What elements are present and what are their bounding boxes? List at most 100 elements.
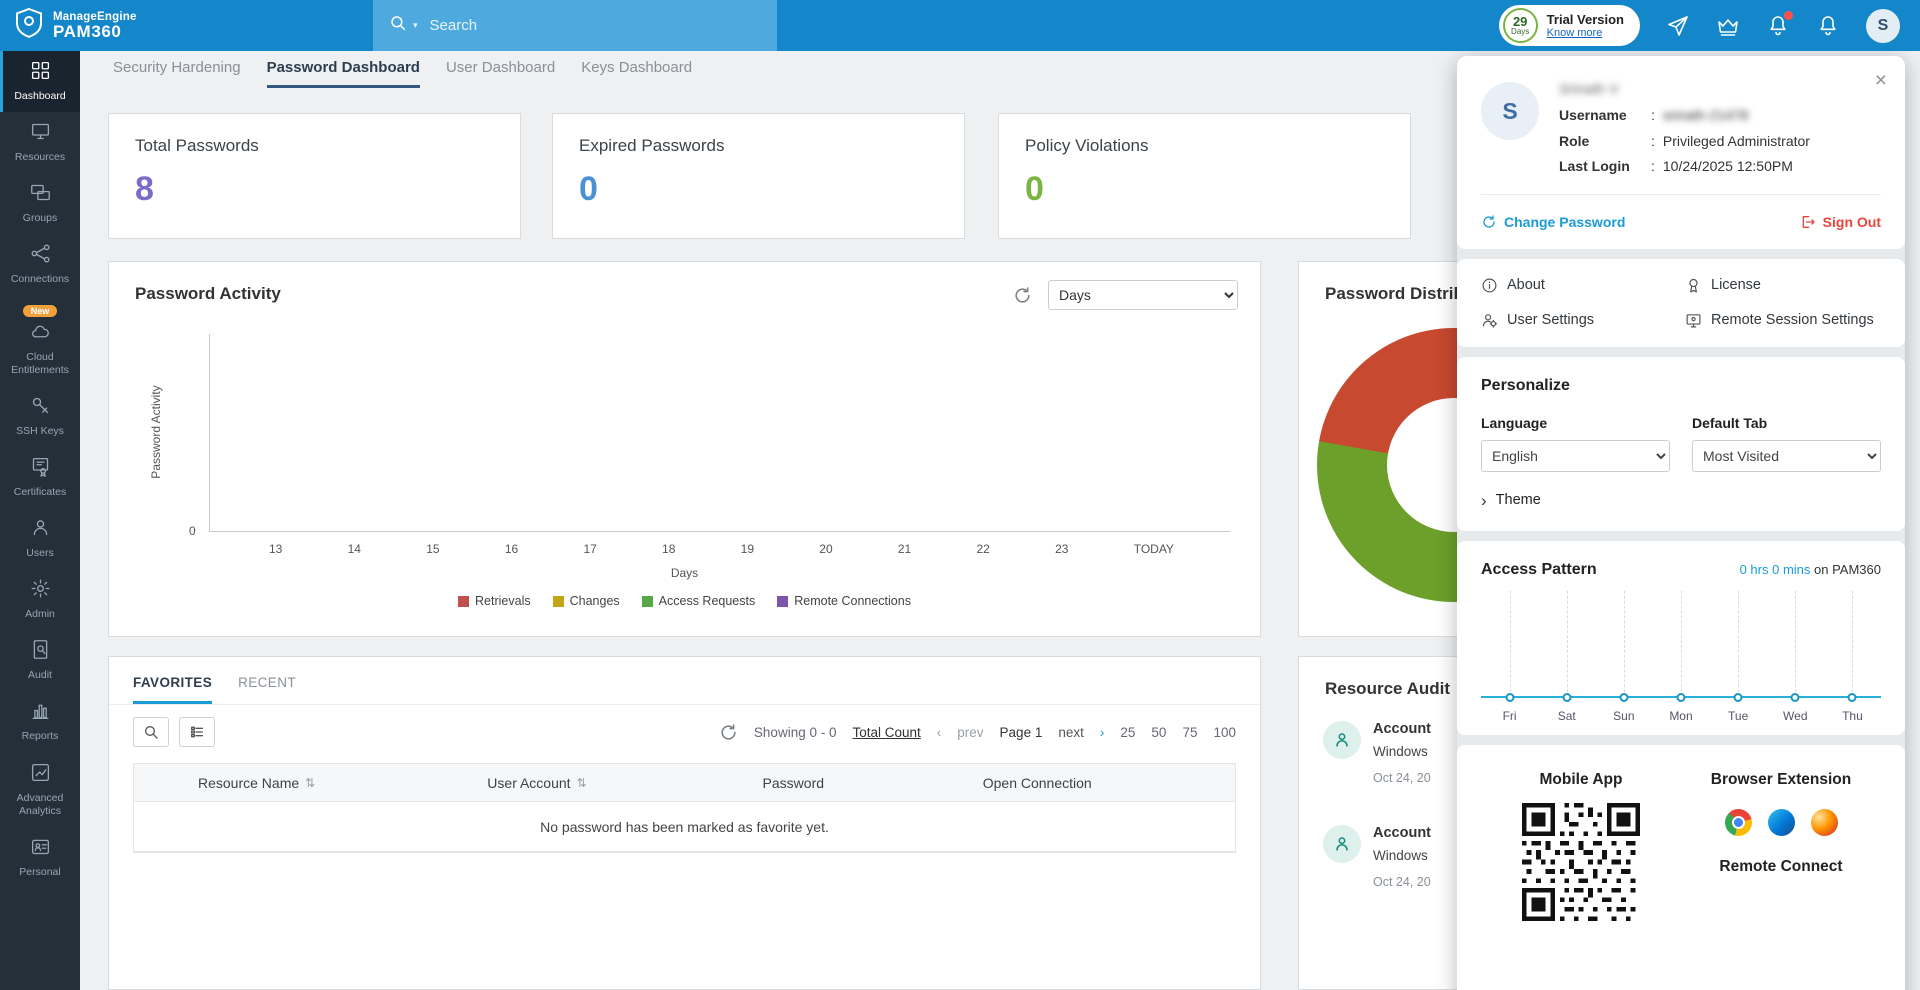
sidebar-item-admin[interactable]: Admin xyxy=(0,569,80,630)
data-point[interactable] xyxy=(1847,692,1857,702)
change-password-link[interactable]: Change Password xyxy=(1481,214,1625,230)
stat-value[interactable]: 0 xyxy=(579,170,598,208)
whats-new-icon[interactable] xyxy=(1716,14,1740,38)
column-header-resource-name[interactable]: Resource Name ⇅ xyxy=(198,774,316,791)
column-chooser-button[interactable] xyxy=(179,717,215,747)
trial-days-word: Days xyxy=(1511,27,1530,36)
tab-keys-dashboard[interactable]: Keys Dashboard xyxy=(581,59,693,76)
column-header-password: Password xyxy=(762,774,825,791)
chevron-left-icon[interactable]: ‹ xyxy=(936,724,942,740)
audit-list-item[interactable]: Account Windows Oct 24, 20 xyxy=(1323,721,1875,785)
prev-page-button[interactable]: prev xyxy=(957,724,984,740)
know-more-link[interactable]: Know more xyxy=(1546,27,1603,40)
default-tab-label: Default Tab xyxy=(1692,414,1768,431)
tab-password-dashboard[interactable]: Password Dashboard xyxy=(266,59,420,88)
data-point[interactable] xyxy=(1619,692,1629,702)
audit-list-item[interactable]: Account Windows Oct 24, 20 xyxy=(1323,825,1875,889)
user-settings-menu-item[interactable]: User Settings xyxy=(1481,312,1677,329)
legend-changes[interactable]: Changes xyxy=(552,594,620,608)
sign-out-link[interactable]: Sign Out xyxy=(1800,214,1881,230)
tab-recent[interactable]: RECENT xyxy=(238,675,297,690)
sidebar-item-resources[interactable]: Resources xyxy=(0,112,80,173)
usage-duration-link[interactable]: 0 hrs 0 mins xyxy=(1739,561,1811,577)
close-icon[interactable]: × xyxy=(1874,69,1887,92)
legend-access-requests[interactable]: Access Requests xyxy=(641,594,755,608)
sidebar-item-connections[interactable]: Connections xyxy=(0,234,80,295)
sidebar-item-ssh-keys[interactable]: SSH Keys xyxy=(0,386,80,447)
sidebar-item-audit[interactable]: Audit xyxy=(0,630,80,691)
stat-value[interactable]: 0 xyxy=(1025,170,1044,208)
user-avatar[interactable]: S xyxy=(1866,8,1900,43)
trial-version-pill[interactable]: 29 Days Trial Version Know more xyxy=(1498,5,1640,46)
page-size-75[interactable]: 75 xyxy=(1182,724,1198,740)
language-select[interactable]: English xyxy=(1481,439,1670,472)
sort-icon[interactable]: ⇅ xyxy=(576,775,587,790)
refresh-icon[interactable] xyxy=(1013,286,1032,305)
page-size-100[interactable]: 100 xyxy=(1213,724,1236,740)
personal-icon xyxy=(30,836,51,862)
page-size-25[interactable]: 25 xyxy=(1120,724,1136,740)
sidebar-item-cloud-entitlements[interactable]: New Cloud Entitlements xyxy=(11,304,69,376)
topbar: ManageEngine PAM360 ▾ 29 Days Trial Vers… xyxy=(0,0,1920,51)
activity-range-select[interactable]: Days xyxy=(1048,280,1238,310)
total-count-link[interactable]: Total Count xyxy=(852,724,921,740)
data-point[interactable] xyxy=(1505,692,1515,702)
legend-swatch xyxy=(641,595,653,607)
sidebar-item-dashboard[interactable]: Dashboard xyxy=(0,51,80,113)
theme-expander[interactable]: › Theme xyxy=(1481,490,1541,510)
ssh-keys-icon xyxy=(30,395,51,421)
legend-remote-connections[interactable]: Remote Connections xyxy=(777,594,911,608)
sidebar: Dashboard Resources Groups Connections N… xyxy=(0,51,80,990)
column-header-user-account[interactable]: User Account ⇅ xyxy=(487,774,587,791)
cloud-icon xyxy=(30,321,51,347)
data-point[interactable] xyxy=(1790,692,1800,702)
sidebar-item-personal[interactable]: Personal xyxy=(0,827,80,888)
firefox-icon[interactable] xyxy=(1810,808,1838,836)
groups-icon xyxy=(30,182,51,208)
stat-card-policy-violations: Policy Violations 0 xyxy=(998,113,1411,239)
activity-plot-area xyxy=(209,334,1230,532)
table-search-button[interactable] xyxy=(133,717,169,747)
stat-value[interactable]: 8 xyxy=(135,170,154,208)
default-tab-select[interactable]: Most Visited xyxy=(1692,439,1881,472)
chevron-right-icon[interactable]: › xyxy=(1099,724,1105,740)
next-page-button[interactable]: next xyxy=(1058,724,1084,740)
edge-icon[interactable] xyxy=(1767,808,1795,836)
alerts-icon[interactable] xyxy=(1766,10,1793,38)
username-value: srinath-21478 xyxy=(1662,107,1749,123)
sidebar-item-certificates[interactable]: Certificates xyxy=(0,447,80,508)
about-menu-item[interactable]: About xyxy=(1481,277,1677,294)
remote-session-settings-menu-item[interactable]: Remote Session Settings xyxy=(1685,312,1881,329)
tab-security-hardening[interactable]: Security Hardening xyxy=(113,59,241,76)
password-activity-title: Password Activity xyxy=(135,284,281,303)
language-label: Language xyxy=(1481,414,1548,431)
page-size-50[interactable]: 50 xyxy=(1151,724,1167,740)
legend-retrievals[interactable]: Retrievals xyxy=(458,594,531,608)
search-icon[interactable] xyxy=(389,14,407,37)
notifications-icon[interactable] xyxy=(1816,14,1840,38)
sidebar-item-groups[interactable]: Groups xyxy=(0,173,80,234)
data-point[interactable] xyxy=(1676,692,1686,702)
sidebar-item-users[interactable]: Users xyxy=(0,508,80,569)
sort-icon[interactable]: ⇅ xyxy=(305,775,316,790)
legend-swatch xyxy=(777,595,789,607)
announcement-icon[interactable] xyxy=(1666,14,1690,38)
license-menu-item[interactable]: License xyxy=(1685,277,1881,294)
access-pattern-title: Access Pattern xyxy=(1481,560,1597,578)
tab-favorites[interactable]: FAVORITES xyxy=(133,675,213,704)
search-input[interactable] xyxy=(429,17,761,34)
data-point[interactable] xyxy=(1733,692,1743,702)
search-scope-caret-icon[interactable]: ▾ xyxy=(413,20,418,30)
resource-audit-title: Resource Audit xyxy=(1325,679,1451,698)
data-point[interactable] xyxy=(1562,692,1572,702)
chrome-icon[interactable] xyxy=(1724,808,1752,836)
current-page-label: Page 1 xyxy=(999,724,1043,740)
sidebar-item-advanced-analytics[interactable]: Advanced Analytics xyxy=(0,753,80,827)
audit-icon xyxy=(30,639,51,665)
role-value: Privileged Administrator xyxy=(1662,132,1810,149)
brand[interactable]: ManageEngine PAM360 xyxy=(0,7,151,44)
tab-user-dashboard[interactable]: User Dashboard xyxy=(445,59,556,76)
table-refresh-icon[interactable] xyxy=(719,723,738,742)
sidebar-item-reports[interactable]: Reports xyxy=(0,691,80,752)
activity-origin-label: 0 xyxy=(189,524,196,538)
